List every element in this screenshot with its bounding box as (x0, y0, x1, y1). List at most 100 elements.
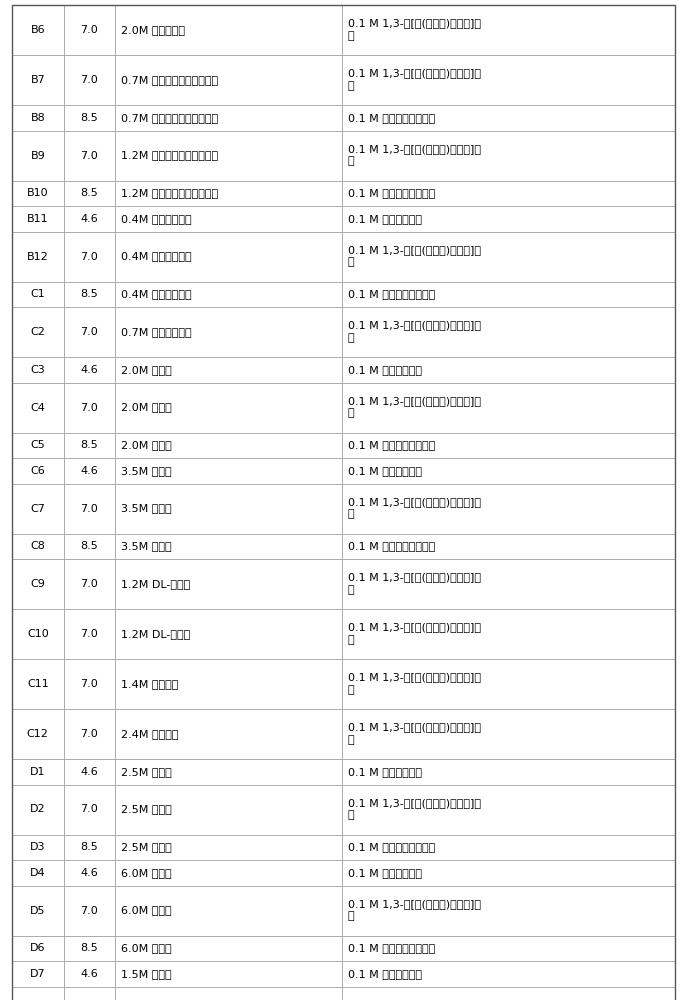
Text: B7: B7 (30, 75, 45, 85)
Bar (115, 659, 342, 709)
Text: 0.1 M 三水合乙酸钠: 0.1 M 三水合乙酸钠 (348, 868, 422, 878)
Text: 0.1 M 1,3-二[三(羟甲基)甲氨基]丙
烷: 0.1 M 1,3-二[三(羟甲基)甲氨基]丙 烷 (348, 18, 481, 41)
Bar (64, 433, 115, 458)
Text: 8.5: 8.5 (80, 289, 98, 299)
Bar (64, 961, 115, 986)
Bar (12, 383, 64, 433)
Text: C11: C11 (27, 679, 49, 689)
Bar (115, 5, 342, 55)
Bar (115, 860, 342, 886)
Text: 0.1 M 1,3-二[三(羟甲基)甲氨基]丙
烷: 0.1 M 1,3-二[三(羟甲基)甲氨基]丙 烷 (348, 622, 481, 645)
Text: 0.4M 甲酸镁水合物: 0.4M 甲酸镁水合物 (121, 214, 192, 224)
Text: 0.1 M 三羟甲基氨基甲烷: 0.1 M 三羟甲基氨基甲烷 (348, 943, 435, 953)
Text: 2.4M 丙二酸钠: 2.4M 丙二酸钠 (121, 729, 179, 739)
Bar (12, 55, 64, 105)
Text: 0.1 M 三水合乙酸钠: 0.1 M 三水合乙酸钠 (348, 214, 422, 224)
Text: 4.6: 4.6 (80, 767, 98, 777)
Text: C7: C7 (30, 504, 45, 514)
Text: 8.5: 8.5 (80, 188, 98, 198)
Text: B12: B12 (27, 252, 49, 262)
Bar (64, 282, 115, 307)
Bar (12, 659, 64, 709)
Text: 0.1 M 1,3-二[三(羟甲基)甲氨基]丙
烷: 0.1 M 1,3-二[三(羟甲基)甲氨基]丙 烷 (348, 798, 481, 820)
Bar (12, 206, 64, 232)
Bar (64, 936, 115, 961)
Text: D7: D7 (30, 969, 46, 979)
Text: 0.1 M 三水合乙酸钠: 0.1 M 三水合乙酸钠 (348, 466, 422, 476)
Text: 7.0: 7.0 (80, 151, 98, 161)
Bar (342, 105, 675, 131)
Text: 6.0M 硝酸铵: 6.0M 硝酸铵 (121, 868, 172, 878)
Bar (64, 484, 115, 534)
Bar (64, 986, 115, 1000)
Text: 7.0: 7.0 (80, 906, 98, 916)
Bar (115, 559, 342, 609)
Text: D3: D3 (30, 842, 46, 852)
Text: 0.4M 甲酸镁水合物: 0.4M 甲酸镁水合物 (121, 289, 192, 299)
Text: 0.7M 甲酸镁水合物: 0.7M 甲酸镁水合物 (121, 327, 192, 337)
Bar (342, 206, 675, 232)
Bar (64, 181, 115, 206)
Bar (115, 986, 342, 1000)
Text: 2.0M 甲酸钠: 2.0M 甲酸钠 (121, 440, 172, 450)
Text: 8.5: 8.5 (80, 440, 98, 450)
Bar (342, 181, 675, 206)
Text: 7.0: 7.0 (80, 679, 98, 689)
Bar (12, 181, 64, 206)
Text: 0.1 M 三羟甲基氨基甲烷: 0.1 M 三羟甲基氨基甲烷 (348, 113, 435, 123)
Text: C8: C8 (30, 541, 45, 551)
Text: 4.6: 4.6 (80, 868, 98, 878)
Bar (12, 357, 64, 383)
Text: 3.5M 甲酸钠: 3.5M 甲酸钠 (121, 541, 172, 551)
Bar (342, 55, 675, 105)
Bar (115, 936, 342, 961)
Text: 0.4M 甲酸镁水合物: 0.4M 甲酸镁水合物 (121, 252, 192, 262)
Bar (115, 357, 342, 383)
Text: C9: C9 (30, 579, 45, 589)
Bar (342, 458, 675, 484)
Text: D4: D4 (30, 868, 46, 878)
Text: 7.0: 7.0 (80, 25, 98, 35)
Bar (342, 484, 675, 534)
Bar (342, 609, 675, 659)
Text: 8.5: 8.5 (80, 943, 98, 953)
Text: 2.0M 甲酸钠: 2.0M 甲酸钠 (121, 365, 172, 375)
Bar (12, 307, 64, 357)
Bar (12, 961, 64, 986)
Text: C3: C3 (30, 365, 45, 375)
Text: 0.1 M 三羟甲基氨基甲烷: 0.1 M 三羟甲基氨基甲烷 (348, 289, 435, 299)
Bar (12, 886, 64, 936)
Bar (342, 357, 675, 383)
Text: 0.1 M 1,3-二[三(羟甲基)甲氨基]丙
烷: 0.1 M 1,3-二[三(羟甲基)甲氨基]丙 烷 (348, 722, 481, 745)
Text: 8.5: 8.5 (80, 541, 98, 551)
Bar (64, 383, 115, 433)
Text: 0.1 M 1,3-二[三(羟甲基)甲氨基]丙
烷: 0.1 M 1,3-二[三(羟甲基)甲氨基]丙 烷 (348, 673, 481, 695)
Text: B8: B8 (30, 113, 45, 123)
Text: 6.0M 硝酸铵: 6.0M 硝酸铵 (121, 906, 172, 916)
Bar (115, 55, 342, 105)
Bar (115, 131, 342, 181)
Bar (115, 433, 342, 458)
Bar (12, 131, 64, 181)
Bar (115, 534, 342, 559)
Bar (12, 834, 64, 860)
Text: C10: C10 (27, 629, 49, 639)
Bar (12, 5, 64, 55)
Text: D1: D1 (30, 767, 46, 777)
Text: 7.0: 7.0 (80, 804, 98, 814)
Bar (12, 759, 64, 785)
Text: 4.6: 4.6 (80, 365, 98, 375)
Text: B10: B10 (27, 188, 49, 198)
Bar (64, 886, 115, 936)
Text: 0.1 M 1,3-二[三(羟甲基)甲氨基]丙
烷: 0.1 M 1,3-二[三(羟甲基)甲氨基]丙 烷 (348, 68, 481, 91)
Bar (12, 860, 64, 886)
Text: 7.0: 7.0 (80, 504, 98, 514)
Bar (12, 433, 64, 458)
Text: 0.1 M 1,3-二[三(羟甲基)甲氨基]丙
烷: 0.1 M 1,3-二[三(羟甲基)甲氨基]丙 烷 (348, 497, 481, 519)
Bar (64, 785, 115, 834)
Bar (115, 307, 342, 357)
Text: 2.5M 硝酸铵: 2.5M 硝酸铵 (121, 804, 172, 814)
Text: 7.0: 7.0 (80, 629, 98, 639)
Bar (12, 559, 64, 609)
Bar (342, 936, 675, 961)
